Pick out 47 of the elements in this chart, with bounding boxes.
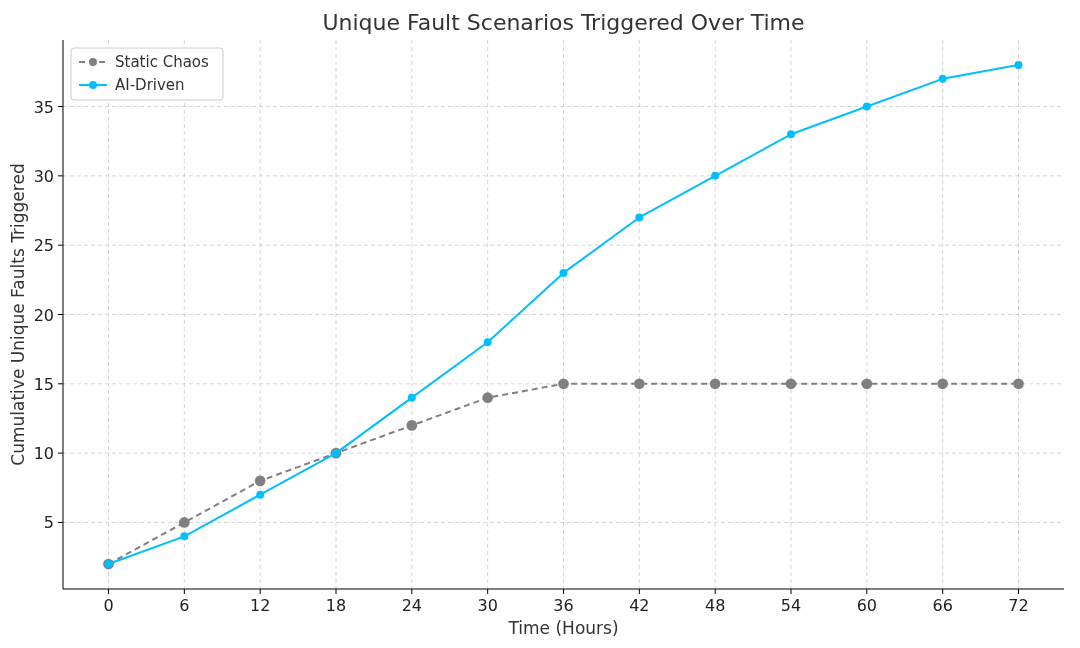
x-tick-label: 30 bbox=[477, 596, 498, 615]
y-tick-label: 35 bbox=[33, 97, 54, 117]
x-tick-label: 18 bbox=[325, 596, 347, 615]
point bbox=[785, 378, 797, 390]
x-tick-label: 60 bbox=[856, 596, 878, 615]
legend-label: Static Chaos bbox=[115, 53, 210, 71]
y-tick-label: 20 bbox=[33, 305, 54, 325]
point bbox=[483, 338, 492, 347]
x-tick-label: 0 bbox=[103, 596, 114, 615]
point bbox=[559, 268, 568, 277]
point bbox=[180, 532, 189, 541]
x-tick-label: 42 bbox=[629, 596, 650, 615]
point bbox=[633, 378, 645, 390]
x-axis-title: Time (Hours) bbox=[507, 618, 619, 638]
legend-label: AI-Driven bbox=[115, 76, 185, 94]
point bbox=[861, 378, 873, 390]
point bbox=[1014, 60, 1023, 69]
y-tick-label: 5 bbox=[43, 513, 54, 533]
x-tick-label: 6 bbox=[179, 596, 190, 615]
y-axis-title: Cumulative Unique Faults Triggered bbox=[8, 163, 28, 466]
y-tick-label: 25 bbox=[33, 236, 54, 256]
chart-title: Unique Fault Scenarios Triggered Over Time bbox=[322, 10, 805, 35]
point bbox=[558, 378, 569, 390]
y-tick-label: 15 bbox=[33, 374, 54, 394]
x-tick-label: 12 bbox=[249, 596, 271, 615]
x-tick-label: 54 bbox=[780, 596, 802, 615]
point bbox=[937, 378, 949, 390]
x-tick-label: 72 bbox=[1008, 596, 1029, 615]
point bbox=[178, 517, 190, 528]
point bbox=[711, 171, 720, 180]
y-tick-label: 30 bbox=[33, 166, 54, 186]
x-tick-label: 24 bbox=[401, 596, 423, 615]
point bbox=[407, 393, 416, 402]
point bbox=[406, 420, 418, 431]
point bbox=[254, 475, 266, 487]
point bbox=[1013, 378, 1024, 390]
y-tick-label: 10 bbox=[33, 444, 54, 464]
point bbox=[256, 490, 265, 499]
point bbox=[709, 378, 721, 390]
point bbox=[787, 130, 795, 139]
point bbox=[635, 213, 644, 222]
point bbox=[482, 392, 494, 404]
x-tick-label: 48 bbox=[704, 596, 726, 615]
x-tick-label: 36 bbox=[553, 596, 574, 615]
point bbox=[862, 102, 871, 111]
x-tick-label: 66 bbox=[932, 596, 953, 615]
point bbox=[938, 74, 947, 83]
